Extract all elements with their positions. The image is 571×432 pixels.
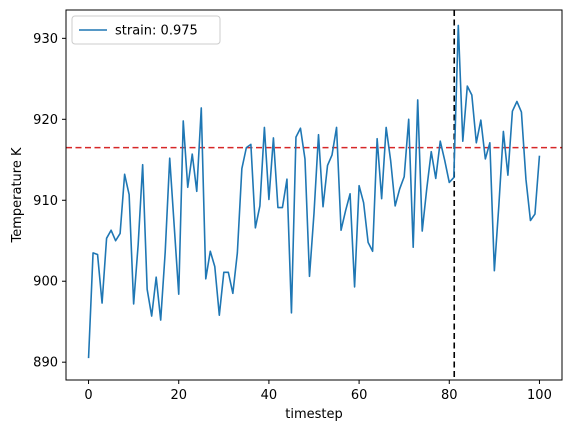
y-axis-ticks: 890 900 910 920 930 bbox=[33, 32, 66, 371]
series-line-0 bbox=[87, 24, 541, 359]
plot-background bbox=[66, 10, 562, 380]
x-tick-label: 60 bbox=[351, 388, 368, 403]
y-tick-label: 890 bbox=[33, 356, 58, 371]
x-tick-label: 80 bbox=[441, 388, 458, 403]
y-tick-label: 900 bbox=[33, 275, 58, 290]
y-tick-label: 910 bbox=[33, 194, 58, 209]
x-axis-ticks: 0 20 40 60 80 100 bbox=[84, 380, 552, 403]
legend-box bbox=[71, 15, 221, 45]
y-axis-label: Temperature K bbox=[10, 147, 25, 243]
legend: strain: 0.975 bbox=[71, 15, 221, 45]
x-tick-label: 0 bbox=[84, 388, 92, 403]
legend-entry-label: strain: 0.975 bbox=[115, 24, 198, 39]
x-tick-label: 100 bbox=[527, 388, 552, 403]
plot-frame bbox=[65, 9, 563, 381]
series-group bbox=[87, 24, 541, 359]
y-tick-label: 920 bbox=[33, 113, 58, 128]
x-tick-label: 40 bbox=[261, 388, 278, 403]
y-tick-label: 930 bbox=[33, 32, 58, 47]
x-tick-label: 20 bbox=[170, 388, 187, 403]
x-axis-label: timestep bbox=[285, 407, 343, 422]
